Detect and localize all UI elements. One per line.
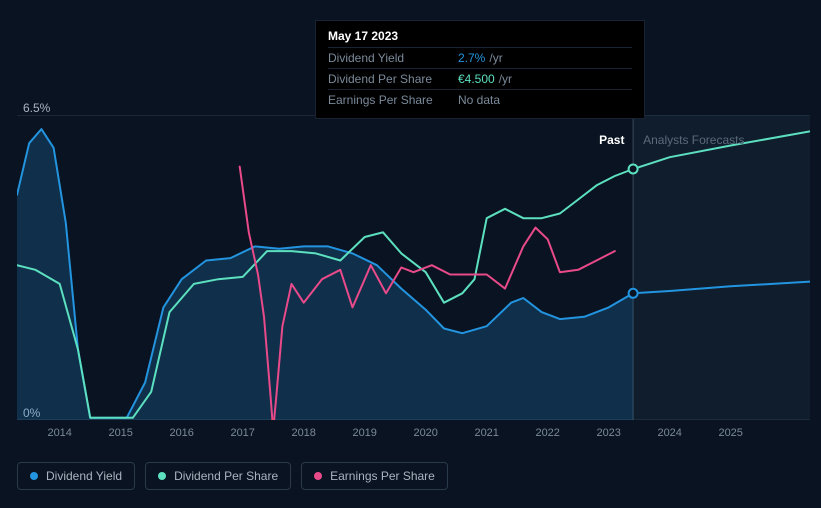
x-axis-label: 2019	[352, 427, 376, 439]
tooltip-label: Dividend Per Share	[328, 72, 458, 86]
tooltip-row: Dividend Yield2.7% /yr	[328, 47, 632, 68]
x-axis-label: 2023	[596, 427, 620, 439]
chart-tooltip: May 17 2023 Dividend Yield2.7%/yrDividen…	[315, 20, 645, 119]
x-axis-label: 2016	[169, 427, 193, 439]
tooltip-label: Earnings Per Share	[328, 93, 458, 107]
legend-label: Dividend Per Share	[174, 469, 278, 483]
legend-item[interactable]: Dividend Yield	[17, 462, 135, 490]
past-label: Past	[599, 133, 624, 147]
tooltip-rows: Dividend Yield2.7%/yrDividend Per Share€…	[328, 47, 632, 110]
legend-dot-icon	[158, 472, 166, 480]
x-axis-label: 2021	[474, 427, 498, 439]
tooltip-date: May 17 2023	[328, 29, 632, 43]
chart-plot[interactable]	[17, 115, 810, 420]
legend-label: Dividend Yield	[46, 469, 122, 483]
tooltip-unit: /yr	[489, 51, 502, 65]
tooltip-value: 2.7%	[458, 51, 485, 65]
x-axis-label: 2017	[230, 427, 254, 439]
legend-label: Earnings Per Share	[330, 469, 435, 483]
x-axis-labels: 2014 2015 2016 2017 2018 2019 2020 2021 2022 2023…	[17, 427, 810, 445]
tooltip-row: Earnings Per ShareNo data	[328, 89, 632, 110]
tooltip-row: Dividend Per Share€4.500/yr	[328, 68, 632, 89]
chart-area: 0%6.5% Past Analysts Forecasts 201420152…	[17, 110, 810, 445]
x-axis-label: 2025	[718, 427, 742, 439]
tooltip-label: Dividend Yield	[328, 51, 458, 65]
y-axis-label: 6.5%	[23, 101, 50, 115]
legend-dot-icon	[314, 472, 322, 480]
legend-item[interactable]: Earnings Per Share	[301, 462, 448, 490]
legend-dot-icon	[30, 472, 38, 480]
x-axis-label: 2020	[413, 427, 437, 439]
tooltip-unit: /yr	[499, 72, 512, 86]
legend-item[interactable]: Dividend Per Share	[145, 462, 291, 490]
x-axis-label: 2015	[108, 427, 132, 439]
tooltip-value: No data	[458, 93, 500, 107]
tooltip-value: €4.500	[458, 72, 495, 86]
x-axis-label: 2024	[657, 427, 681, 439]
legend: Dividend Yield Dividend Per Share Earnings…	[17, 462, 448, 490]
forecast-label: Analysts Forecasts	[643, 133, 744, 147]
x-axis-label: 2022	[535, 427, 559, 439]
x-axis-label: 2018	[291, 427, 315, 439]
x-axis-label: 2014	[47, 427, 71, 439]
